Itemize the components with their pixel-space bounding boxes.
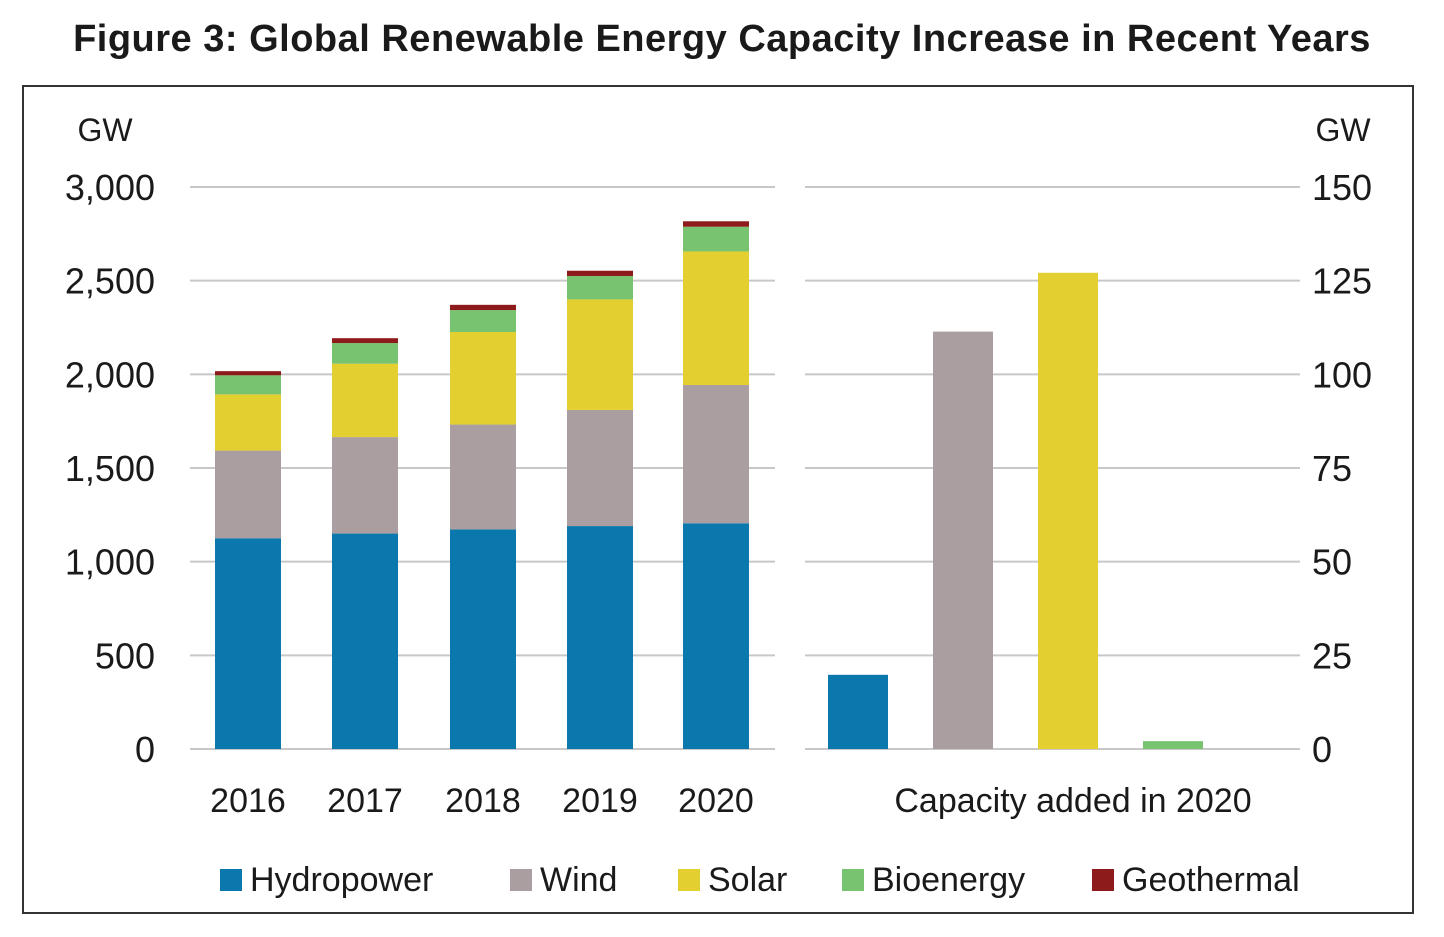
bar-2017-bioenergy bbox=[332, 343, 398, 364]
added-2020-bar-hydropower bbox=[828, 674, 888, 749]
left-y-tick-label: 500 bbox=[95, 635, 155, 676]
bar-2016-hydropower bbox=[215, 538, 281, 749]
right-y-axis-unit: GW bbox=[1315, 112, 1371, 148]
left-y-tick-label: 2,000 bbox=[65, 354, 155, 395]
bar-2020-solar bbox=[683, 251, 749, 386]
bar-2018-solar bbox=[450, 331, 516, 425]
x-tick-label-2019: 2019 bbox=[562, 782, 638, 820]
bar-2020-geothermal bbox=[683, 221, 749, 227]
right-x-axis-label: Capacity added in 2020 bbox=[894, 782, 1251, 820]
x-tick-label-2020: 2020 bbox=[678, 782, 754, 820]
right-y-tick-label: 75 bbox=[1312, 448, 1352, 489]
left-y-tick-label: 0 bbox=[135, 729, 155, 770]
added-2020-bar-bioenergy bbox=[1143, 741, 1203, 749]
legend-swatch-solar bbox=[678, 869, 700, 891]
bar-2018-bioenergy bbox=[450, 310, 516, 332]
right-y-tick-label: 125 bbox=[1312, 261, 1372, 302]
bar-2019-geothermal bbox=[567, 270, 633, 276]
bar-2020-wind bbox=[683, 385, 749, 524]
legend-item-wind: Wind bbox=[510, 858, 617, 902]
right-y-tick-label: 150 bbox=[1312, 167, 1372, 208]
bar-2018-geothermal bbox=[450, 304, 516, 311]
right-y-tick-label: 0 bbox=[1312, 729, 1332, 770]
legend-label-hydropower: Hydropower bbox=[250, 860, 434, 899]
bar-2017-hydropower bbox=[332, 533, 398, 749]
left-y-tick-label: 2,500 bbox=[65, 261, 155, 302]
bar-2017-solar bbox=[332, 363, 398, 438]
legend-swatch-hydropower bbox=[220, 869, 242, 891]
left-y-tick-label: 3,000 bbox=[65, 167, 155, 208]
chart-frame bbox=[22, 85, 1414, 914]
legend-item-bioenergy: Bioenergy bbox=[842, 858, 1025, 902]
legend-swatch-wind bbox=[510, 869, 532, 891]
bar-2016-wind bbox=[215, 450, 281, 539]
legend-label-wind: Wind bbox=[540, 860, 618, 899]
legend: Hydropower Wind Solar Bioenergy Geotherm… bbox=[0, 858, 1444, 902]
left-y-axis-unit: GW bbox=[77, 112, 133, 148]
legend-label-bioenergy: Bioenergy bbox=[872, 860, 1026, 899]
x-tick-label-2017: 2017 bbox=[327, 782, 403, 820]
bar-2018-hydropower bbox=[450, 529, 516, 749]
right-y-tick-label: 50 bbox=[1312, 542, 1352, 583]
right-y-tick-label: 100 bbox=[1312, 354, 1372, 395]
bar-2018-wind bbox=[450, 424, 516, 530]
left-y-tick-label: 1,000 bbox=[65, 542, 155, 583]
left-y-tick-label: 1,500 bbox=[65, 448, 155, 489]
bar-2020-bioenergy bbox=[683, 226, 749, 252]
x-tick-label-2018: 2018 bbox=[445, 782, 521, 820]
bar-2020-hydropower bbox=[683, 523, 749, 749]
bar-2017-geothermal bbox=[332, 338, 398, 344]
bar-2019-wind bbox=[567, 409, 633, 527]
bar-2017-wind bbox=[332, 437, 398, 534]
bar-2016-bioenergy bbox=[215, 375, 281, 395]
x-tick-label-2016: 2016 bbox=[210, 782, 286, 820]
legend-item-solar: Solar bbox=[678, 858, 787, 902]
added-2020-bar-solar bbox=[1038, 272, 1098, 749]
bar-2019-hydropower bbox=[567, 526, 633, 749]
added-2020-bar-wind bbox=[933, 331, 993, 749]
legend-swatch-bioenergy bbox=[842, 869, 864, 891]
legend-item-hydropower: Hydropower bbox=[220, 858, 433, 902]
figure-title: Figure 3: Global Renewable Energy Capaci… bbox=[73, 18, 1371, 60]
bar-2016-solar bbox=[215, 394, 281, 451]
legend-label-solar: Solar bbox=[708, 860, 788, 899]
bar-2019-bioenergy bbox=[567, 275, 633, 300]
bar-2019-solar bbox=[567, 299, 633, 410]
legend-swatch-geothermal bbox=[1092, 869, 1114, 891]
right-y-tick-label: 25 bbox=[1312, 635, 1352, 676]
legend-item-geothermal: Geothermal bbox=[1092, 858, 1300, 902]
bar-2016-geothermal bbox=[215, 371, 281, 376]
legend-label-geothermal: Geothermal bbox=[1122, 860, 1300, 899]
